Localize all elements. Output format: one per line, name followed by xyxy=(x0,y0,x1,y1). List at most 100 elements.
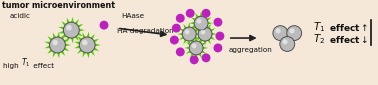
Circle shape xyxy=(280,37,295,51)
Polygon shape xyxy=(184,47,189,49)
Polygon shape xyxy=(93,47,99,51)
Text: HAase: HAase xyxy=(121,13,144,19)
Polygon shape xyxy=(45,42,50,44)
Circle shape xyxy=(170,36,179,44)
Polygon shape xyxy=(183,24,187,29)
Polygon shape xyxy=(212,33,217,35)
Polygon shape xyxy=(191,26,196,29)
Polygon shape xyxy=(190,38,194,43)
Polygon shape xyxy=(186,50,191,54)
Polygon shape xyxy=(192,24,195,29)
Polygon shape xyxy=(67,37,70,43)
Polygon shape xyxy=(203,28,207,33)
Polygon shape xyxy=(195,36,200,40)
Text: effect$\uparrow$: effect$\uparrow$ xyxy=(326,22,368,33)
Polygon shape xyxy=(195,36,197,41)
Polygon shape xyxy=(87,32,90,37)
Polygon shape xyxy=(77,49,82,54)
Circle shape xyxy=(79,37,95,53)
Polygon shape xyxy=(195,55,197,60)
Text: high: high xyxy=(3,63,21,69)
Polygon shape xyxy=(64,39,69,43)
Circle shape xyxy=(52,40,58,45)
Circle shape xyxy=(99,21,108,30)
Polygon shape xyxy=(208,22,213,24)
Polygon shape xyxy=(204,22,206,27)
Circle shape xyxy=(172,24,181,33)
Polygon shape xyxy=(206,26,211,29)
Polygon shape xyxy=(95,44,101,46)
Circle shape xyxy=(66,25,72,31)
Circle shape xyxy=(201,9,211,18)
Circle shape xyxy=(190,55,198,64)
Circle shape xyxy=(82,40,88,45)
Polygon shape xyxy=(57,32,60,37)
Polygon shape xyxy=(179,36,184,40)
Text: effect: effect xyxy=(31,63,54,69)
Circle shape xyxy=(290,28,294,33)
Polygon shape xyxy=(201,42,206,46)
Circle shape xyxy=(64,22,79,38)
Polygon shape xyxy=(57,53,60,58)
Text: acidic: acidic xyxy=(10,13,31,19)
Polygon shape xyxy=(208,39,211,44)
Polygon shape xyxy=(82,32,86,38)
Text: $T_2$: $T_2$ xyxy=(313,32,325,46)
Circle shape xyxy=(197,19,201,24)
Polygon shape xyxy=(90,51,95,56)
Polygon shape xyxy=(65,44,71,46)
Polygon shape xyxy=(188,41,191,46)
Polygon shape xyxy=(200,30,202,35)
Polygon shape xyxy=(198,53,202,58)
Polygon shape xyxy=(188,22,191,27)
Text: HA degradation: HA degradation xyxy=(117,28,174,34)
Circle shape xyxy=(282,39,288,44)
Text: $T_1$: $T_1$ xyxy=(21,56,30,69)
Polygon shape xyxy=(210,36,215,40)
Polygon shape xyxy=(87,53,90,58)
Polygon shape xyxy=(45,45,50,48)
Polygon shape xyxy=(203,47,208,49)
Polygon shape xyxy=(53,52,56,57)
Polygon shape xyxy=(204,41,206,46)
Circle shape xyxy=(189,41,203,55)
Polygon shape xyxy=(179,28,184,32)
Circle shape xyxy=(182,27,196,41)
Polygon shape xyxy=(199,39,203,44)
Polygon shape xyxy=(61,34,65,39)
Polygon shape xyxy=(58,27,64,30)
Polygon shape xyxy=(195,28,200,32)
Circle shape xyxy=(185,30,189,34)
Polygon shape xyxy=(191,17,196,21)
Polygon shape xyxy=(71,17,74,23)
Circle shape xyxy=(192,43,197,48)
Text: tumor microenvironment: tumor microenvironment xyxy=(2,1,115,10)
Polygon shape xyxy=(53,32,56,38)
Circle shape xyxy=(287,26,302,41)
Polygon shape xyxy=(79,29,85,32)
Polygon shape xyxy=(61,21,67,26)
Polygon shape xyxy=(199,24,203,29)
Circle shape xyxy=(214,44,222,52)
Polygon shape xyxy=(195,28,199,33)
Polygon shape xyxy=(61,34,67,39)
Circle shape xyxy=(194,16,208,30)
Polygon shape xyxy=(192,39,195,44)
Polygon shape xyxy=(195,13,199,18)
Polygon shape xyxy=(77,24,83,28)
Polygon shape xyxy=(67,18,70,23)
Polygon shape xyxy=(183,39,187,44)
Circle shape xyxy=(50,37,65,53)
Polygon shape xyxy=(177,33,182,35)
Polygon shape xyxy=(190,53,194,58)
Circle shape xyxy=(186,9,195,18)
Circle shape xyxy=(201,30,205,34)
Polygon shape xyxy=(48,49,53,54)
Polygon shape xyxy=(186,42,191,46)
Polygon shape xyxy=(195,28,200,32)
Polygon shape xyxy=(82,52,86,57)
Polygon shape xyxy=(64,47,69,51)
Text: effect$\downarrow$: effect$\downarrow$ xyxy=(326,34,368,45)
Polygon shape xyxy=(196,33,201,35)
Polygon shape xyxy=(77,36,82,41)
